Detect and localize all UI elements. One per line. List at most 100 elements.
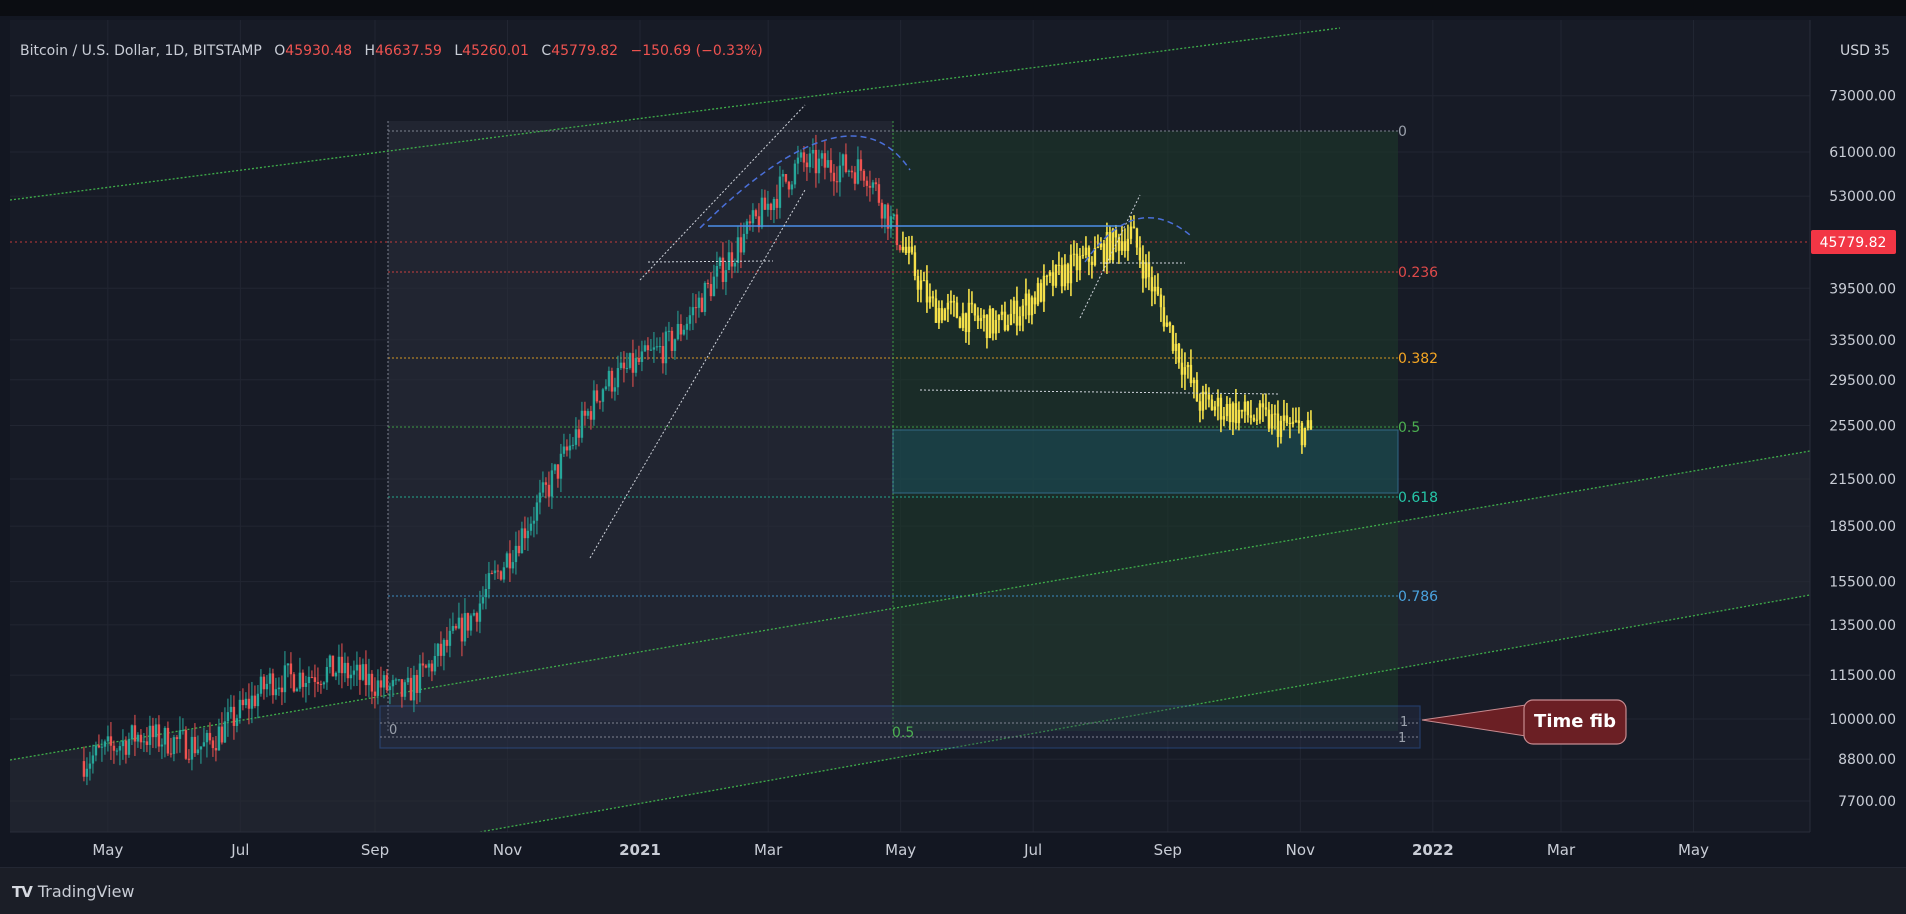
candle-body bbox=[994, 320, 998, 334]
currency-badge[interactable]: USD bbox=[1835, 38, 1875, 62]
candle-body bbox=[1159, 294, 1163, 308]
candle-body bbox=[1273, 413, 1277, 415]
candle-body bbox=[124, 740, 128, 755]
candle-body bbox=[1069, 254, 1073, 284]
candle-body bbox=[142, 741, 146, 743]
candle-body bbox=[1177, 343, 1181, 363]
candle-body bbox=[931, 296, 935, 299]
candle-body bbox=[1081, 255, 1085, 257]
candle-body bbox=[877, 184, 881, 203]
price-tick-label: 18500.00 bbox=[1829, 519, 1896, 535]
candle-body bbox=[676, 323, 680, 340]
candle-body bbox=[133, 725, 137, 742]
candle-body bbox=[1285, 415, 1289, 424]
candle-body bbox=[277, 687, 281, 690]
candle-body bbox=[997, 314, 1001, 321]
candle-body bbox=[973, 304, 977, 316]
candle-body bbox=[1195, 379, 1199, 402]
time-tick-label: May bbox=[92, 841, 123, 859]
candle-body bbox=[1168, 322, 1172, 326]
ohlc-legend[interactable]: Bitcoin / U.S. Dollar, 1D, BITSTAMP O459… bbox=[20, 43, 763, 59]
candle-body bbox=[574, 429, 578, 445]
candle-body bbox=[298, 672, 302, 689]
candle-body bbox=[601, 389, 605, 402]
time-fib-label-1-top: 1 bbox=[1400, 715, 1408, 730]
candle-body bbox=[1045, 275, 1049, 277]
candle-body bbox=[526, 530, 530, 539]
support-zone-box[interactable] bbox=[892, 429, 1399, 494]
candle-body bbox=[544, 482, 548, 485]
candle-body bbox=[199, 746, 203, 750]
symbol-title: Bitcoin / U.S. Dollar, 1D, BITSTAMP bbox=[20, 43, 262, 59]
fib-label-0382: 0.382 bbox=[1398, 351, 1438, 367]
candle-body bbox=[964, 313, 968, 333]
candle-body bbox=[121, 740, 125, 747]
candle-body bbox=[556, 464, 560, 479]
candle-body bbox=[847, 170, 851, 172]
candle-body bbox=[1129, 226, 1133, 239]
candle-body bbox=[712, 276, 716, 297]
fib-label-0236: 0.236 bbox=[1398, 265, 1438, 281]
candle-body bbox=[832, 172, 836, 182]
candle-body bbox=[823, 153, 827, 168]
candle-body bbox=[226, 712, 230, 722]
candle-body bbox=[991, 308, 995, 334]
price-tick-label: 11500.00 bbox=[1829, 668, 1896, 684]
time-fib-box[interactable] bbox=[379, 705, 1421, 749]
candle-body bbox=[649, 349, 653, 351]
candle-body bbox=[1075, 253, 1079, 271]
close-value: 45779.82 bbox=[551, 43, 618, 59]
candle-body bbox=[433, 655, 437, 672]
fib-level-lines bbox=[387, 121, 1398, 731]
candle-body bbox=[535, 502, 539, 521]
candle-body bbox=[751, 210, 755, 224]
candle-body bbox=[223, 721, 227, 743]
candle-body bbox=[82, 761, 86, 777]
time-tick-label: Mar bbox=[754, 841, 783, 859]
time-axis[interactable] bbox=[10, 832, 1810, 867]
candle-body bbox=[1138, 247, 1142, 261]
candle-body bbox=[454, 626, 458, 629]
candle-body bbox=[181, 730, 185, 732]
time-fib-callout[interactable]: Time fib bbox=[1421, 699, 1627, 745]
candle-body bbox=[742, 233, 746, 253]
time-fib-label-0: 0 bbox=[389, 723, 397, 738]
candle-body bbox=[397, 679, 401, 681]
candle-body bbox=[418, 663, 422, 693]
price-tick-clipped: 85 bbox=[1872, 43, 1890, 59]
tradingview-brand[interactable]: TV TradingView bbox=[12, 882, 135, 901]
price-chart[interactable]: 0 0.236 0.382 0.5 0.618 0.786 0 0.5 1 1 … bbox=[0, 0, 1906, 867]
candle-body bbox=[1213, 406, 1217, 411]
candle-body bbox=[394, 679, 398, 681]
wedge-line-lower bbox=[589, 189, 806, 559]
candle-body bbox=[568, 445, 572, 451]
candle-body bbox=[1180, 362, 1184, 375]
candle-body bbox=[925, 280, 929, 303]
candle-body bbox=[1009, 313, 1013, 325]
candle-body bbox=[691, 307, 695, 316]
candle-body bbox=[1291, 421, 1295, 425]
candle-body bbox=[352, 670, 356, 675]
candle-body bbox=[1300, 423, 1304, 446]
candle-body bbox=[1096, 247, 1100, 249]
candle-body bbox=[427, 663, 431, 668]
candle-body bbox=[238, 699, 242, 719]
candle-body bbox=[259, 676, 263, 694]
candle-body bbox=[511, 562, 515, 569]
candle-body bbox=[580, 410, 584, 438]
candle-body bbox=[151, 725, 155, 738]
candle-body bbox=[1174, 343, 1178, 351]
candle-body bbox=[451, 626, 455, 631]
candle-body bbox=[781, 174, 785, 177]
price-axis[interactable] bbox=[1810, 20, 1906, 832]
candle-body bbox=[346, 662, 350, 679]
candle-body bbox=[1006, 324, 1010, 331]
candle-body bbox=[883, 204, 887, 219]
candle-body bbox=[571, 444, 575, 446]
candle-body bbox=[595, 390, 599, 402]
candle-body bbox=[487, 573, 491, 589]
candle-body bbox=[1027, 293, 1031, 316]
candle-body bbox=[163, 727, 167, 745]
candle-body bbox=[178, 730, 182, 739]
candle-body bbox=[745, 221, 749, 234]
